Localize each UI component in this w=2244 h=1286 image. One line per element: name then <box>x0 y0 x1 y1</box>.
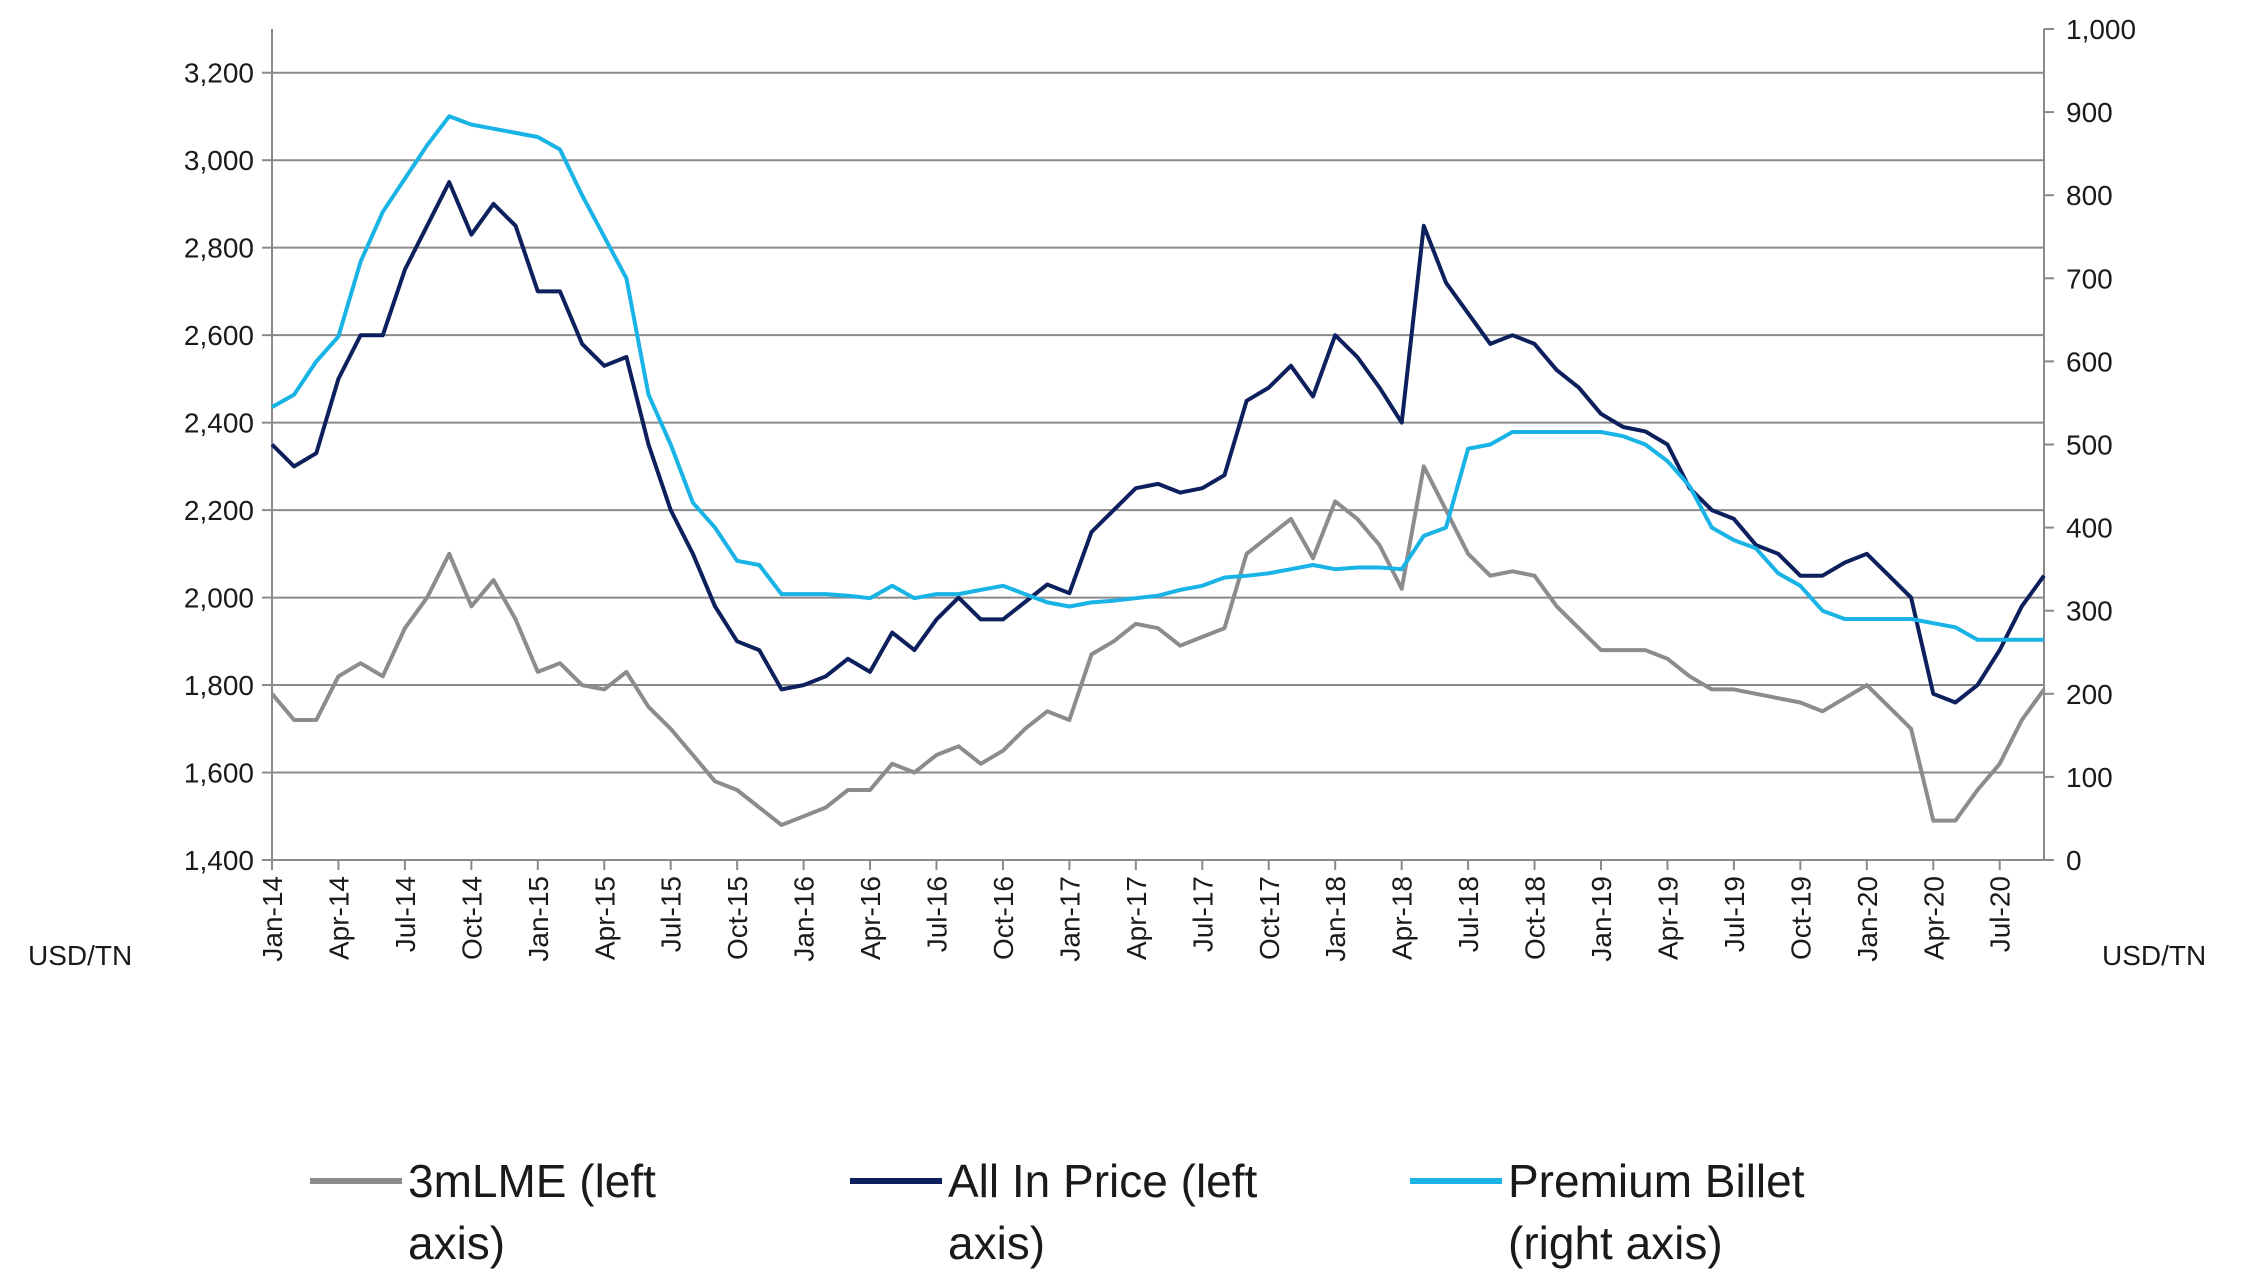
y2-tick-label: 300 <box>2066 596 2113 627</box>
y2-tick-label: 900 <box>2066 97 2113 128</box>
legend: 3mLME (left axis) All In Price (left axis… <box>0 1150 2244 1280</box>
y2-tick-label: 1,000 <box>2066 14 2136 45</box>
x-tick-label: Jan-18 <box>1320 876 1351 962</box>
y-tick-label: 3,000 <box>184 145 254 176</box>
x-tick-label: Oct-14 <box>456 876 487 960</box>
legend-label: All In Price (left axis) <box>948 1155 1258 1269</box>
x-tick-label: Apr-19 <box>1652 876 1683 960</box>
x-tick-label: Apr-14 <box>323 876 354 960</box>
x-tick-label: Jul-14 <box>390 876 421 952</box>
x-tick-label: Apr-18 <box>1387 876 1418 960</box>
x-tick-label: Oct-18 <box>1520 876 1551 960</box>
x-tick-label: Jan-14 <box>257 876 288 962</box>
x-tick-label: Jul-15 <box>656 876 687 952</box>
x-tick-label: Jan-19 <box>1586 876 1617 962</box>
legend-item: All In Price (left axis) <box>850 1150 1283 1274</box>
series-line <box>270 180 2046 705</box>
x-tick-label: Jan-20 <box>1852 876 1883 962</box>
y-tick-label: 2,800 <box>184 233 254 264</box>
chart: 1,400 1,600 1,800 2,000 2,200 2,400 2,600 2,800… <box>28 14 2206 971</box>
y2-axis-label: USD/TN <box>2102 940 2206 971</box>
x-tick-label: Jul-18 <box>1453 876 1484 952</box>
y2-tick-label: 0 <box>2066 845 2082 876</box>
y2-tick-label: 400 <box>2066 513 2113 544</box>
y2-tick-label: 600 <box>2066 346 2113 377</box>
y-axis-label: USD/TN <box>28 940 132 971</box>
x-tick-label: Oct-15 <box>722 876 753 960</box>
legend-label: Premium Billet (right axis) <box>1508 1155 1805 1269</box>
y2-tick-label: 700 <box>2066 263 2113 294</box>
legend-swatch <box>310 1178 402 1184</box>
legend-item: Premium Billet (right axis) <box>1410 1150 1843 1274</box>
y-tick-label: 2,000 <box>184 583 254 614</box>
x-tick-label: Apr-20 <box>1918 876 1949 960</box>
x-tick-label: Oct-17 <box>1254 876 1285 960</box>
series-line <box>271 114 2044 642</box>
x-tick-label: Jul-16 <box>922 876 953 952</box>
x-tick-label: Jul-20 <box>1985 876 2016 952</box>
x-tick-label: Jan-17 <box>1054 876 1085 962</box>
y2-tick-label: 100 <box>2066 762 2113 793</box>
y-tick-label: 1,600 <box>184 758 254 789</box>
y-tick-label: 1,800 <box>184 670 254 701</box>
x-tick-label: Apr-17 <box>1121 876 1152 960</box>
y2-tick-label: 500 <box>2066 430 2113 461</box>
y-tick-label: 3,200 <box>184 58 254 89</box>
y-tick-label: 2,200 <box>184 495 254 526</box>
x-tick-label: Jan-15 <box>523 876 554 962</box>
y-tick-label: 1,400 <box>184 845 254 876</box>
y2-tick-label: 200 <box>2066 679 2113 710</box>
y2-tick-label: 800 <box>2066 180 2113 211</box>
x-tick-label: Jan-16 <box>789 876 820 962</box>
x-tick-label: Jul-17 <box>1187 876 1218 952</box>
x-tick-label: Oct-16 <box>988 876 1019 960</box>
x-tick-label: Apr-16 <box>855 876 886 960</box>
series-line <box>270 464 2046 827</box>
x-tick-label: Apr-15 <box>589 876 620 960</box>
y-tick-label: 2,400 <box>184 408 254 439</box>
x-tick-label: Jul-19 <box>1719 876 1750 952</box>
legend-label: 3mLME (left axis) <box>408 1155 656 1269</box>
legend-swatch <box>850 1178 942 1184</box>
legend-item: 3mLME (left axis) <box>310 1150 743 1274</box>
y-tick-label: 2,600 <box>184 320 254 351</box>
x-tick-label: Oct-19 <box>1785 876 1816 960</box>
legend-swatch <box>1410 1178 1502 1184</box>
